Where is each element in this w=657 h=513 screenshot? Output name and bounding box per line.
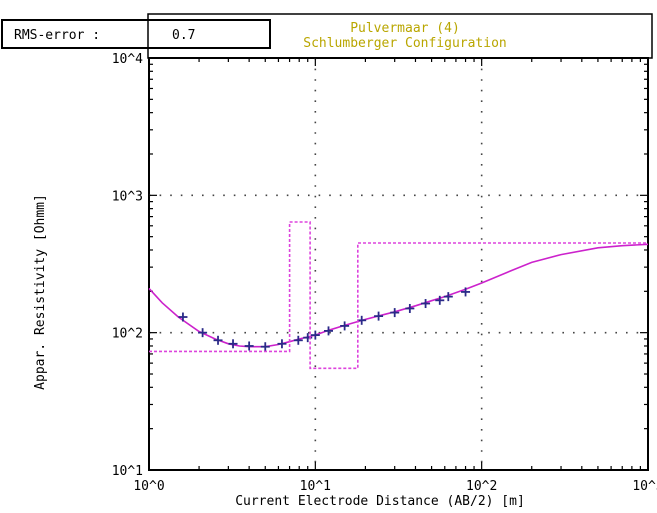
x-axis-label: Current Electrode Distance (AB/2) [m] <box>235 494 525 509</box>
measured-data-point <box>390 308 400 318</box>
grid-lines <box>149 58 648 470</box>
y-tick-label: 10^1 <box>112 464 143 479</box>
x-tick-label: 10^3 <box>632 479 657 494</box>
measured-data-point <box>293 335 303 345</box>
measured-data-point <box>244 341 254 351</box>
measured-data-point <box>213 335 223 345</box>
x-tick-label: 10^2 <box>466 479 497 494</box>
layer-model-steps <box>149 221 648 370</box>
chart-series <box>148 221 649 370</box>
measured-data-point <box>324 326 334 336</box>
rms-error-value: 0.7 <box>172 28 195 43</box>
measured-data-point <box>310 330 320 340</box>
measured-data-point <box>405 303 415 313</box>
measured-data-point <box>277 339 287 349</box>
measured-data-point <box>260 342 270 352</box>
x-tick-label: 10^0 <box>133 479 164 494</box>
measured-data-point <box>435 295 445 305</box>
measured-data-point <box>357 315 367 325</box>
measured-data-point <box>178 312 188 322</box>
measured-data-point <box>228 339 238 349</box>
measured-data-point <box>443 292 453 302</box>
chart-title-line1: Pulvermaar (4) <box>350 21 460 36</box>
x-tick-label: 10^1 <box>300 479 331 494</box>
y-tick-label: 10^4 <box>112 52 143 67</box>
measured-data-point <box>340 321 350 331</box>
axis-ticks <box>148 57 649 471</box>
plot-area-frame <box>148 57 649 471</box>
model-response-curve <box>148 243 649 348</box>
chart-title-line2: Schlumberger Configuration <box>303 36 507 51</box>
y-tick-label: 10^3 <box>112 189 143 204</box>
y-tick-labels: 10^1 10^2 10^3 10^4 <box>112 52 143 479</box>
measured-data-point <box>421 299 431 309</box>
measured-data-point <box>374 311 384 321</box>
measured-data-point <box>461 287 471 297</box>
y-axis-label: Appar. Resistivity [Ohmm] <box>33 194 48 390</box>
y-tick-label: 10^2 <box>112 327 143 342</box>
measured-data-point <box>198 328 208 338</box>
rms-error-label: RMS-error : <box>14 28 100 43</box>
x-tick-labels: 10^0 10^1 10^2 10^3 <box>133 479 657 494</box>
rms-error-box <box>1 19 271 49</box>
